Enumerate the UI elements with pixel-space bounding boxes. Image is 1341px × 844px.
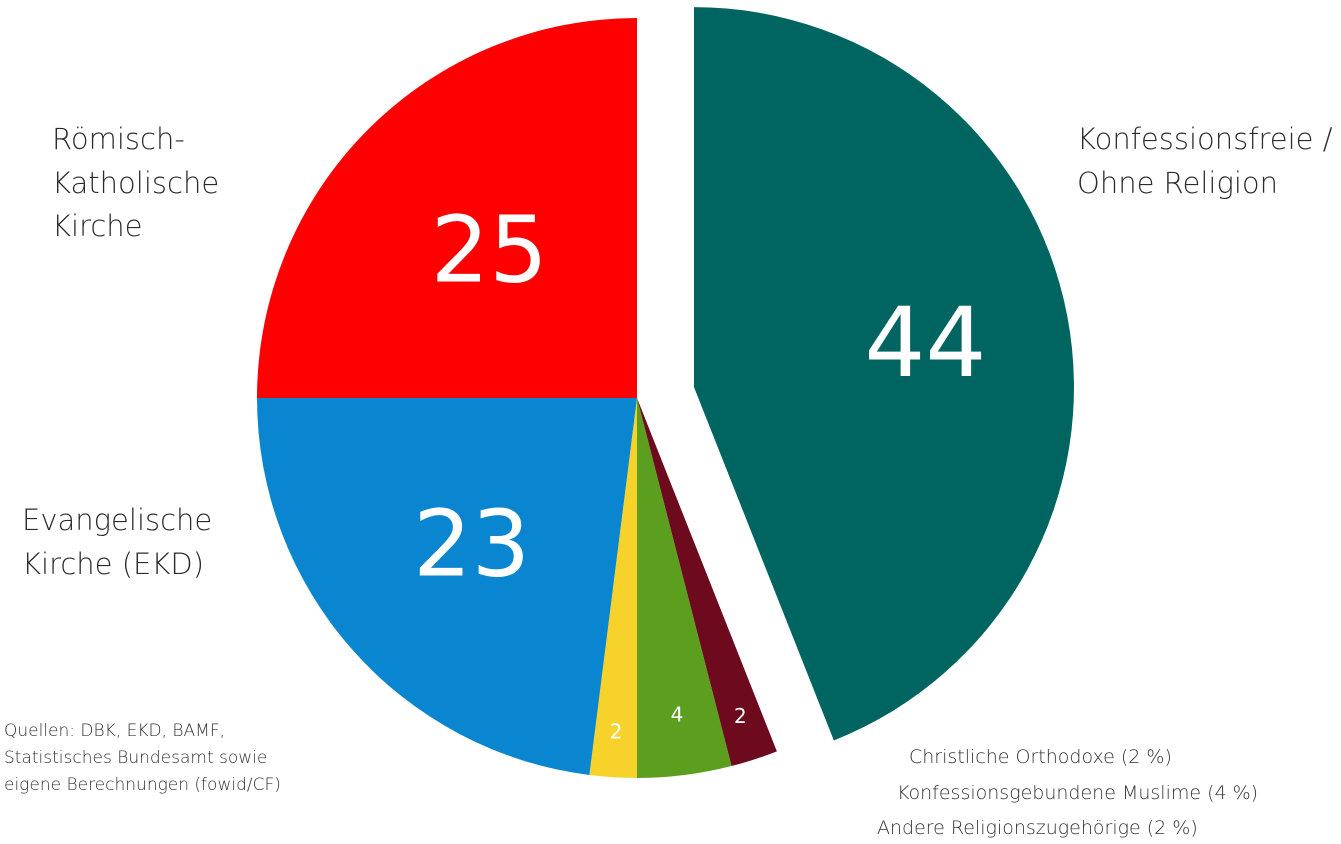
pie-slice-3 xyxy=(589,398,637,778)
legend-muslims: Konfessionsgebundene Muslime (4 %) xyxy=(897,782,1259,804)
slice-value-label-4: 23 xyxy=(413,490,530,597)
slice-value-label-5: 25 xyxy=(431,197,548,304)
label-protestant: Evangelische Kirche (EKD) xyxy=(22,503,213,581)
slice-value-label-2: 4 xyxy=(671,703,684,727)
label-nonreligious: Konfessionsfreie / Ohne Religion xyxy=(1077,122,1333,200)
slice-value-label-3: 2 xyxy=(610,720,623,744)
source-note: Quellen: DBK, EKD, BAMF, Statistisches B… xyxy=(4,721,281,796)
pie-slice-1 xyxy=(637,398,777,767)
pie-slice-4 xyxy=(257,398,637,776)
pie-slice-2 xyxy=(637,398,732,778)
slice-value-label-0: 44 xyxy=(864,287,986,399)
slice-value-label-1: 2 xyxy=(734,704,747,728)
legend-other: Andere Religionszugehörige (2 %) xyxy=(877,817,1198,839)
pie-slice-5 xyxy=(257,18,637,398)
legend-orthodox: Christliche Orthodoxe (2 %) xyxy=(909,746,1172,768)
label-catholic: Römisch- Katholische Kirche xyxy=(52,122,220,243)
pie-slice-0 xyxy=(693,7,1074,741)
